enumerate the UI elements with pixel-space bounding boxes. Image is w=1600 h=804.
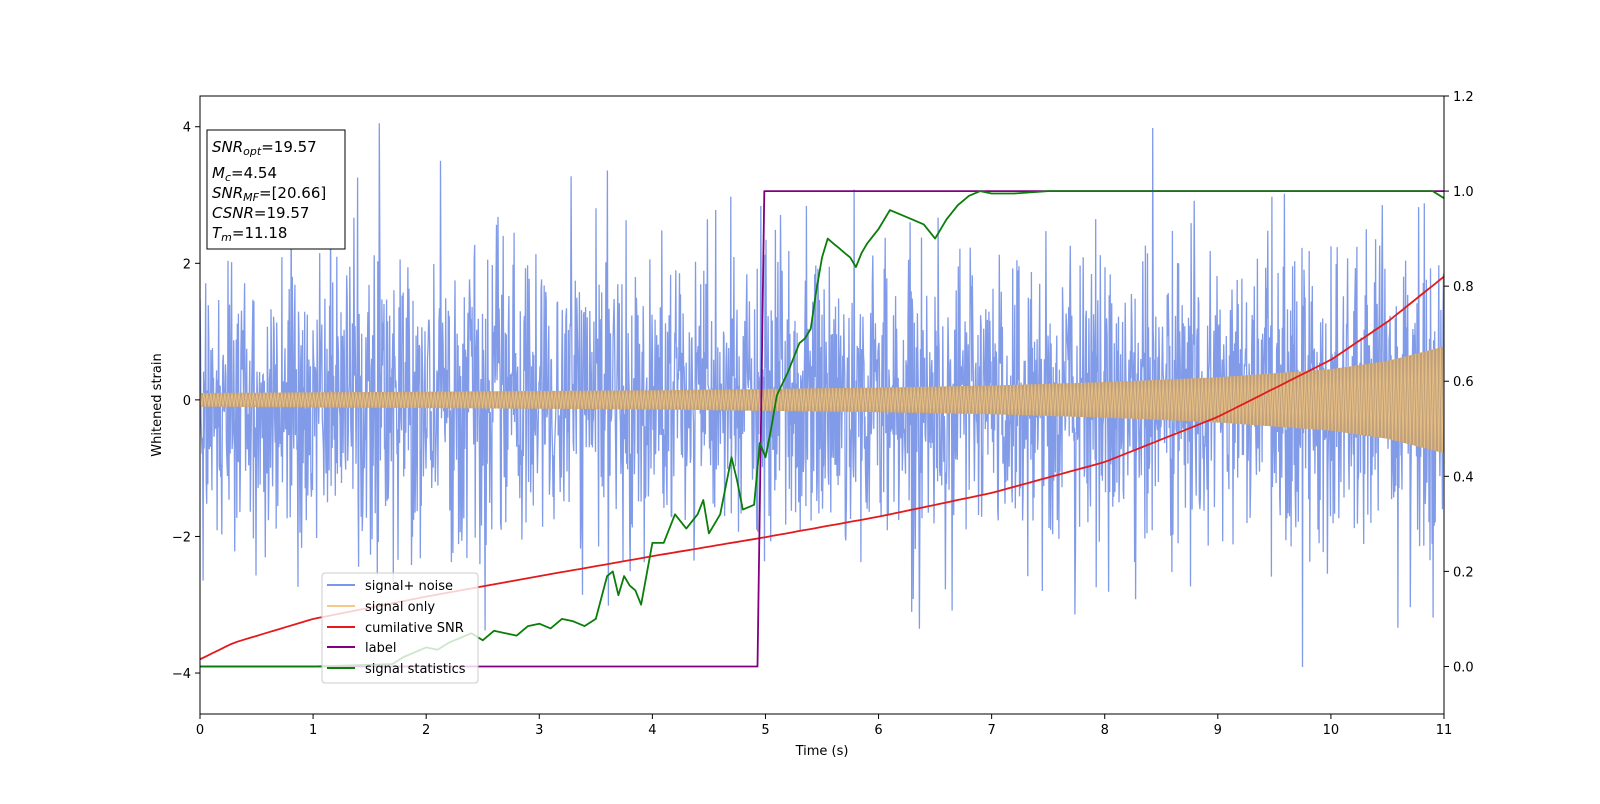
plot-frame <box>199 95 1445 715</box>
y-tick-label-right: 0.0 <box>1453 660 1474 675</box>
stats-tm: Tm=11.18 <box>212 224 287 244</box>
legend-label-label: label <box>365 641 396 656</box>
axis-ticks: 0 1 2 3 4 5 6 7 8 9 10 11 −4 −2 0 2 4 0.0 0.2 0.4 0.6 0.8 1.0 1… <box>172 90 1474 738</box>
x-axis-label: Time (s) <box>795 744 849 759</box>
signal-noise-layer <box>200 123 1444 668</box>
legend-label-signal-statistics: signal statistics <box>365 662 466 677</box>
y-tick-label-right: 1.0 <box>1453 185 1474 200</box>
y-tick-label-right: 1.2 <box>1453 90 1474 105</box>
x-tick-label: 8 <box>1101 723 1109 738</box>
y-tick-label-left: −2 <box>172 530 191 545</box>
x-tick-label: 9 <box>1214 723 1222 738</box>
y-tick-label-left: −4 <box>172 667 191 682</box>
y-tick-label-left: 2 <box>183 257 191 272</box>
x-tick-label: 5 <box>761 723 769 738</box>
legend-item-signal-statistics: signal statistics <box>327 662 466 677</box>
series-signal-only <box>200 346 1444 454</box>
legend-label-signal-only: signal only <box>365 600 435 615</box>
x-tick-label: 2 <box>422 723 430 738</box>
stats-box: SNRopt=19.57 Mc=4.54 SNRMF=[20.66] CSNR=… <box>206 129 346 250</box>
legend-item-cumulative-snr: cumilative SNR <box>327 621 464 636</box>
legend-label-cumulative-snr: cumilative SNR <box>365 621 464 636</box>
x-tick-label: 6 <box>874 723 882 738</box>
legend-item-signal-noise: signal+ noise <box>327 579 453 594</box>
x-tick-label: 4 <box>648 723 656 738</box>
y-tick-label-right: 0.8 <box>1453 280 1474 295</box>
stats-mc: Mc=4.54 <box>212 164 277 184</box>
stats-snr-opt: SNRopt=19.57 <box>212 138 317 158</box>
x-tick-label: 7 <box>987 723 995 738</box>
legend-frame <box>321 572 479 684</box>
y-tick-label-right: 0.4 <box>1453 470 1474 485</box>
x-tick-label: 0 <box>196 723 204 738</box>
x-tick-label: 11 <box>1436 723 1453 738</box>
legend-item-label: label <box>327 641 396 656</box>
legend-label-signal-noise: signal+ noise <box>365 579 453 594</box>
y-tick-label-right: 0.6 <box>1453 375 1474 390</box>
legend: signal+ noise signal only cumilative SNR… <box>321 572 479 684</box>
legend-item-signal-only: signal only <box>327 600 435 615</box>
x-tick-label: 1 <box>309 723 317 738</box>
stats-box-frame <box>206 129 346 250</box>
stats-csnr: CSNR=19.57 <box>212 204 309 222</box>
y-tick-label-left: 4 <box>183 121 191 136</box>
x-tick-label: 10 <box>1323 723 1340 738</box>
x-tick-label: 3 <box>535 723 543 738</box>
y-tick-label-right: 0.2 <box>1453 565 1474 580</box>
stats-snr-mf: SNRMF=[20.66] <box>212 184 326 204</box>
y-tick-label-left: 0 <box>183 394 191 409</box>
series-signal-statistics <box>200 190 1444 668</box>
y-axis-label-left: Whitened strain <box>150 353 165 456</box>
series-signal-noise <box>200 123 1444 668</box>
